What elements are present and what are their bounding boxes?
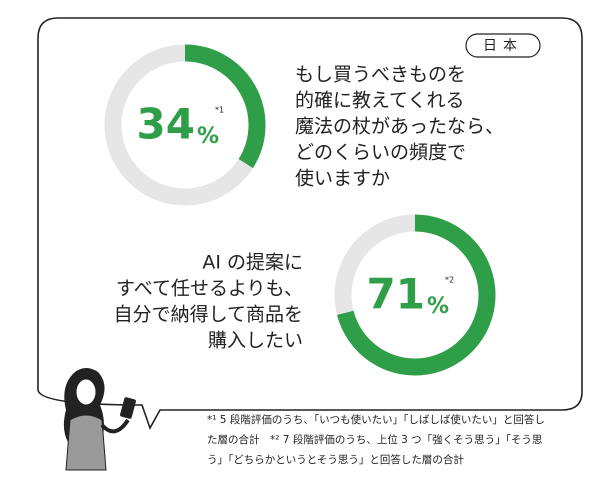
footnote: う」「どちらかというとそう思う」と回答した層の合計 [207, 453, 464, 466]
question-line: 使いますか [295, 168, 390, 190]
badge-frame [465, 33, 541, 58]
question-line: 自分で納得して商品を [114, 304, 303, 326]
person [63, 368, 136, 471]
value-label: 71 [367, 270, 425, 319]
speech-bubble [37, 17, 583, 430]
footnote: *¹ 5 段階評価のうち、「いつも使いたい」「しばしば使いたい」と回答し [207, 413, 545, 426]
question-line: どのくらいの頻度で [295, 142, 466, 164]
badge: 日本 [483, 38, 523, 54]
value-unit: % [427, 294, 449, 319]
note-mark: *1 [215, 106, 224, 115]
question-line: AI の提案に [202, 252, 303, 274]
footnote: た層の合計 *² 7 段階評価のうち、上位 3 つ「強くそう思う」「そう思 [207, 433, 542, 446]
donut-arc [184, 44, 266, 169]
question-line: 的確に教えてくれる [295, 90, 464, 112]
donut-arc [337, 214, 496, 376]
note-mark: *2 [445, 276, 454, 285]
question-line: もし買うべきものを [295, 64, 466, 86]
question-line: すべて任せるよりも、 [116, 278, 303, 300]
value-label: 34 [137, 100, 195, 149]
question-line: 購入したい [208, 330, 303, 352]
value-unit: % [197, 124, 219, 149]
question-line: 魔法の杖があったなら、 [295, 116, 504, 138]
